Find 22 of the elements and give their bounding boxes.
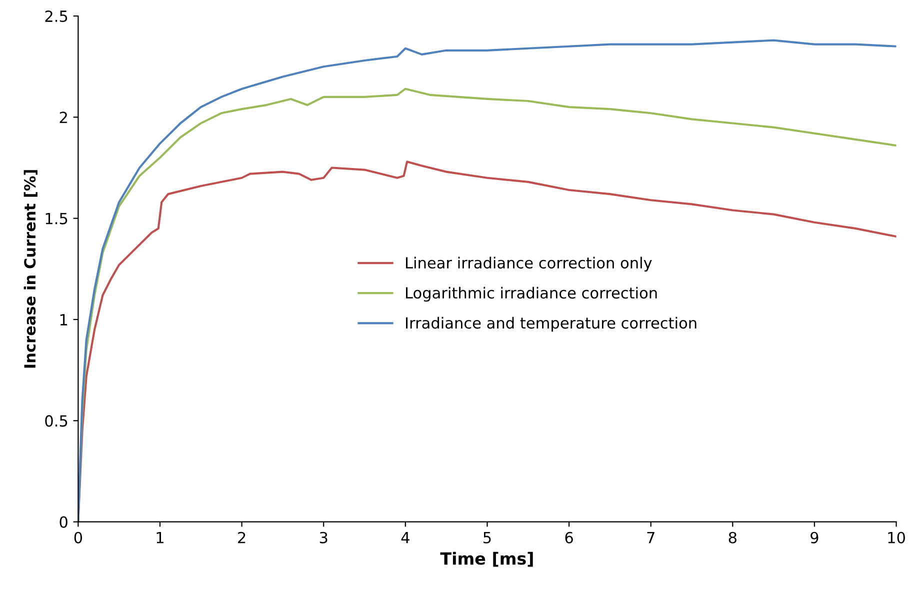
x-tick-label: 5 (484, 532, 491, 544)
x-tick-label: 3 (320, 532, 328, 544)
x-tick-label: 6 (565, 532, 573, 544)
y-tick-label: 2 (60, 112, 67, 123)
legend-label: Linear irradiance correction only (406, 256, 652, 272)
y-tick-label: 1 (60, 314, 68, 326)
x-tick-label: 8 (728, 532, 736, 544)
y-tick-label: 1.5 (46, 213, 68, 224)
x-tick-label: 9 (810, 532, 818, 544)
y-tick-label: 2.5 (45, 10, 68, 22)
legend-label: Logarithmic irradiance correction (406, 286, 657, 302)
x-tick-label: 7 (647, 532, 654, 544)
y-tick-label: 0.5 (45, 415, 68, 427)
y-tick-label: 0 (60, 516, 68, 528)
x-axis-title: Time [ms] (440, 552, 533, 567)
x-tick-label: 0 (74, 532, 82, 544)
x-tick-label: 4 (401, 532, 410, 544)
legend-label: Irradiance and temperature correction (406, 316, 696, 332)
x-tick-label: 10 (888, 532, 905, 544)
x-tick-label: 1 (156, 532, 164, 544)
y-axis-title: Increase in Current [%] (24, 170, 38, 368)
x-tick-label: 2 (238, 532, 246, 544)
